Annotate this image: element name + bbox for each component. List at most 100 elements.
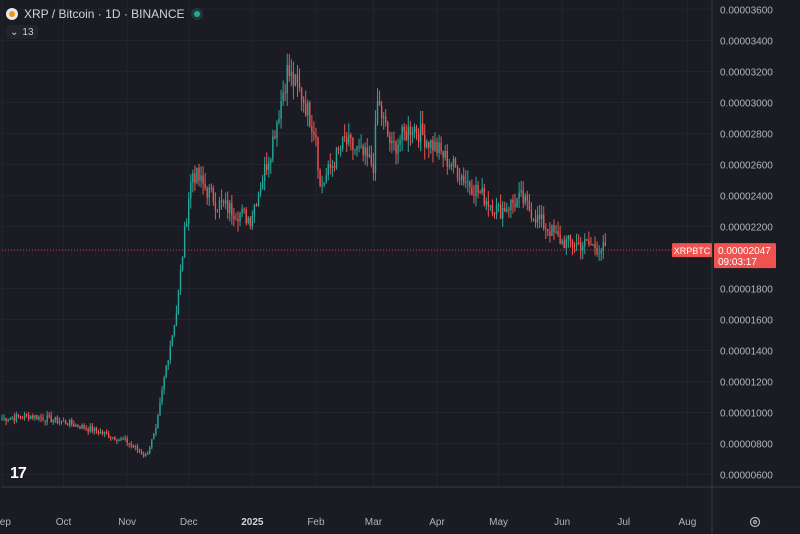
candle-body bbox=[337, 148, 340, 150]
y-tick-label: 0.00001400 bbox=[720, 347, 773, 358]
candle-body bbox=[600, 250, 602, 254]
candle-body bbox=[586, 239, 588, 241]
candle-body bbox=[167, 360, 169, 366]
candle-body bbox=[105, 432, 108, 434]
candle-body bbox=[368, 154, 371, 157]
candle-body bbox=[329, 164, 332, 168]
candle-body bbox=[272, 136, 274, 160]
candle-body bbox=[107, 433, 110, 438]
candle-body bbox=[356, 146, 358, 150]
candle-body bbox=[257, 193, 260, 206]
candle-body bbox=[514, 203, 516, 207]
x-tick-label: May bbox=[489, 517, 508, 528]
candle-body bbox=[436, 141, 438, 153]
candle-body bbox=[508, 209, 510, 211]
candle-body bbox=[73, 424, 75, 427]
candle-body bbox=[446, 150, 449, 167]
candle-body bbox=[360, 145, 362, 147]
candle-body bbox=[95, 427, 98, 432]
candle-body bbox=[448, 165, 451, 167]
candle-body bbox=[52, 420, 55, 423]
candle-body bbox=[227, 200, 229, 213]
candle-body bbox=[124, 438, 126, 440]
candle-body bbox=[239, 213, 241, 222]
x-tick-label: 2025 bbox=[241, 517, 264, 528]
candle-body bbox=[300, 87, 303, 101]
candle-body bbox=[120, 438, 122, 440]
candle-body bbox=[112, 437, 114, 439]
candle-body bbox=[460, 175, 463, 180]
candle-body bbox=[237, 219, 239, 222]
candle-body bbox=[491, 205, 494, 214]
candle-body bbox=[343, 136, 346, 138]
candle-body bbox=[370, 154, 373, 164]
candle-body bbox=[13, 417, 16, 421]
candle-body bbox=[395, 141, 397, 154]
candle-body bbox=[358, 146, 360, 148]
tradingview-logo-icon[interactable]: 17 bbox=[10, 465, 27, 482]
candle-body bbox=[93, 427, 96, 432]
candle-body bbox=[538, 214, 541, 220]
candle-body bbox=[304, 103, 307, 116]
candle-body bbox=[399, 140, 401, 145]
candle-body bbox=[423, 135, 426, 148]
candle-body bbox=[278, 119, 280, 122]
candle-body bbox=[528, 200, 531, 211]
candle-body bbox=[251, 215, 254, 227]
candle-body bbox=[136, 446, 139, 451]
candle-body bbox=[421, 123, 424, 136]
candle-body bbox=[487, 201, 490, 207]
x-tick-label: Nov bbox=[118, 517, 136, 528]
candle-body bbox=[378, 101, 381, 106]
candle-body bbox=[7, 420, 9, 422]
candle-body bbox=[89, 426, 91, 432]
candle-body bbox=[387, 122, 389, 136]
candle-body bbox=[462, 175, 465, 183]
candle-body bbox=[169, 346, 171, 361]
candle-body bbox=[311, 126, 313, 132]
candle-body bbox=[173, 326, 176, 336]
candle-body bbox=[161, 389, 163, 403]
candle-body bbox=[280, 100, 282, 120]
candle-body bbox=[382, 116, 385, 119]
candle-body bbox=[79, 426, 81, 429]
candle-body bbox=[48, 415, 50, 417]
y-tick-label: 0.00003600 bbox=[720, 5, 773, 16]
candle-body bbox=[458, 179, 461, 181]
candle-body bbox=[479, 192, 481, 194]
candle-body bbox=[9, 418, 11, 421]
candle-body bbox=[389, 135, 391, 144]
candle-body bbox=[144, 454, 147, 456]
candle-body bbox=[366, 147, 368, 157]
market-status-icon[interactable] bbox=[190, 8, 203, 20]
candle-body bbox=[292, 72, 295, 86]
candle-body bbox=[444, 150, 446, 158]
time-settings-icon[interactable] bbox=[749, 516, 761, 528]
indicators-toggle[interactable]: ⌄ 13 bbox=[6, 25, 38, 39]
candle-body bbox=[36, 415, 38, 420]
candle-body bbox=[596, 248, 598, 254]
candle-body bbox=[321, 184, 323, 186]
candle-body bbox=[218, 200, 221, 210]
candle-body bbox=[11, 417, 13, 419]
candle-body bbox=[452, 158, 455, 167]
candle-body bbox=[547, 228, 549, 232]
candle-body bbox=[245, 209, 247, 223]
y-tick-label: 0.00003000 bbox=[720, 98, 773, 109]
candles-group bbox=[1, 53, 607, 458]
candle-body bbox=[263, 164, 266, 181]
candle-body bbox=[77, 424, 79, 427]
candle-body bbox=[233, 215, 235, 220]
candle-body bbox=[212, 188, 215, 203]
candle-body bbox=[428, 141, 430, 148]
candle-body bbox=[122, 438, 124, 440]
candle-body bbox=[202, 175, 204, 184]
candle-body bbox=[21, 417, 24, 419]
candle-body bbox=[467, 181, 469, 183]
candle-body bbox=[540, 214, 543, 220]
candle-body bbox=[350, 134, 352, 138]
symbol-title[interactable]: XRP / Bitcoin · 1D · BINANCE bbox=[24, 7, 185, 21]
y-tick-label: 0.00002400 bbox=[720, 191, 773, 202]
candle-body bbox=[151, 439, 153, 448]
